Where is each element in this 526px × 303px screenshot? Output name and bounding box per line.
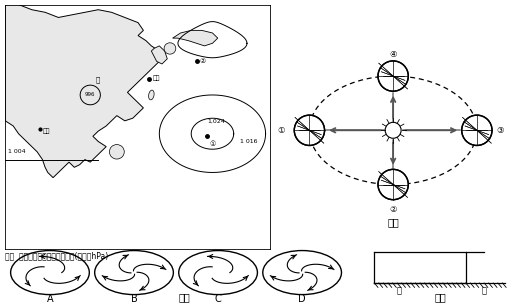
Text: D: D	[298, 295, 306, 303]
Text: 孟买: 孟买	[43, 128, 50, 134]
Text: 图丙: 图丙	[178, 293, 190, 303]
Text: ②: ②	[389, 205, 397, 214]
Text: 陆: 陆	[396, 287, 401, 295]
Text: A: A	[47, 295, 53, 303]
Polygon shape	[173, 30, 218, 46]
Text: 1 004: 1 004	[8, 149, 26, 154]
Text: B: B	[130, 295, 137, 303]
Text: 甲: 甲	[96, 76, 100, 83]
Circle shape	[378, 169, 408, 200]
Ellipse shape	[149, 90, 154, 100]
Text: 图甲  海平面及地面等压线分布图(单位：hPa): 图甲 海平面及地面等压线分布图(单位：hPa)	[5, 251, 108, 261]
Text: ①: ①	[210, 142, 216, 148]
Circle shape	[164, 43, 176, 54]
Text: 海: 海	[482, 287, 487, 295]
Text: 上海: 上海	[153, 75, 160, 81]
Circle shape	[462, 115, 492, 145]
Text: 1,024: 1,024	[207, 118, 225, 123]
Text: ③: ③	[496, 126, 503, 135]
Text: 图乙: 图乙	[387, 218, 399, 228]
Circle shape	[385, 122, 401, 138]
Text: ②: ②	[199, 58, 206, 64]
Text: 图丁: 图丁	[434, 292, 446, 302]
Text: 1 016: 1 016	[240, 139, 258, 144]
Circle shape	[378, 61, 408, 91]
Text: 996: 996	[85, 92, 96, 98]
Text: C: C	[215, 295, 221, 303]
Polygon shape	[151, 46, 167, 64]
Circle shape	[109, 145, 124, 159]
Text: ④: ④	[389, 50, 397, 59]
Text: ①: ①	[277, 126, 285, 135]
Circle shape	[294, 115, 325, 145]
Polygon shape	[5, 5, 165, 178]
